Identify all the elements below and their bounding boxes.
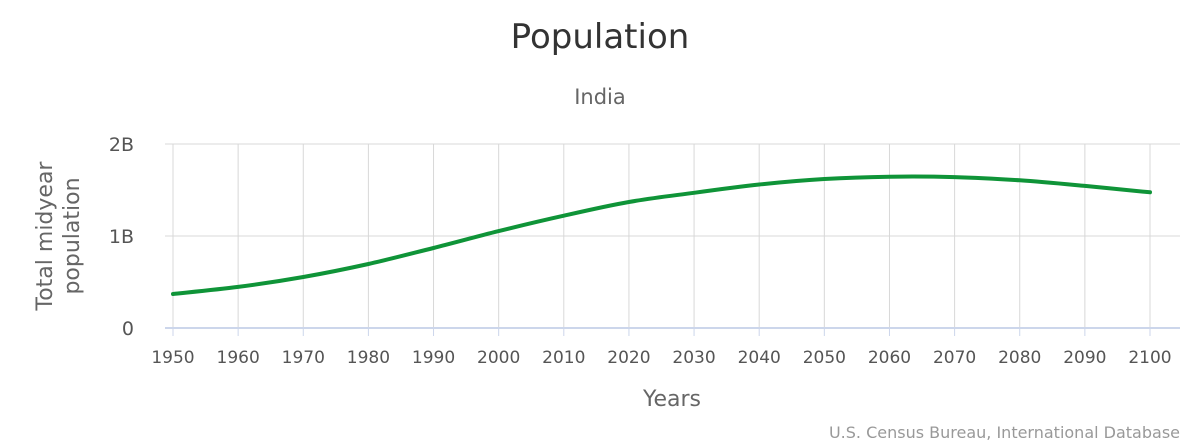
x-tick-label: 2030 bbox=[672, 348, 715, 368]
x-tick-label: 2080 bbox=[998, 348, 1041, 368]
x-axis-ticks: 1950 1960 1970 1980 1990 2000 2010 2020 2030 2040… bbox=[151, 328, 1172, 368]
y-axis-ticks: 0 1B 2B bbox=[109, 134, 134, 340]
x-tick-label: 1960 bbox=[217, 348, 260, 368]
grid-lines bbox=[165, 143, 1180, 329]
x-tick-label: 1980 bbox=[347, 348, 390, 368]
x-tick-label: 1950 bbox=[151, 348, 194, 368]
x-tick-label: 2060 bbox=[868, 348, 911, 368]
y-axis-title-line-2: population bbox=[60, 177, 85, 294]
x-tick-label: 2050 bbox=[803, 348, 846, 368]
x-tick-label: 2070 bbox=[933, 348, 976, 368]
x-tick-label: 2090 bbox=[1063, 348, 1106, 368]
x-tick-label: 1990 bbox=[412, 348, 455, 368]
y-axis-title-line-1: Total midyear bbox=[33, 161, 58, 312]
y-tick-label: 1B bbox=[109, 226, 134, 248]
x-tick-label: 2010 bbox=[542, 348, 585, 368]
chart-subtitle: India bbox=[574, 85, 626, 109]
x-tick-label: 2020 bbox=[607, 348, 650, 368]
x-tick-label: 2040 bbox=[738, 348, 781, 368]
x-axis-title: Years bbox=[642, 387, 701, 412]
x-tick-label: 2000 bbox=[477, 348, 520, 368]
y-axis-title: Total midyear population bbox=[33, 161, 85, 312]
population-line[interactable] bbox=[171, 174, 1152, 296]
chart-title: Population bbox=[511, 17, 690, 57]
y-tick-label: 2B bbox=[109, 134, 134, 156]
x-tick-label: 1970 bbox=[282, 348, 325, 368]
x-tick-label: 2100 bbox=[1128, 348, 1171, 368]
credit-link[interactable]: U.S. Census Bureau, International Databa… bbox=[829, 423, 1180, 442]
series-group bbox=[171, 174, 1152, 296]
y-tick-label: 0 bbox=[122, 318, 134, 340]
